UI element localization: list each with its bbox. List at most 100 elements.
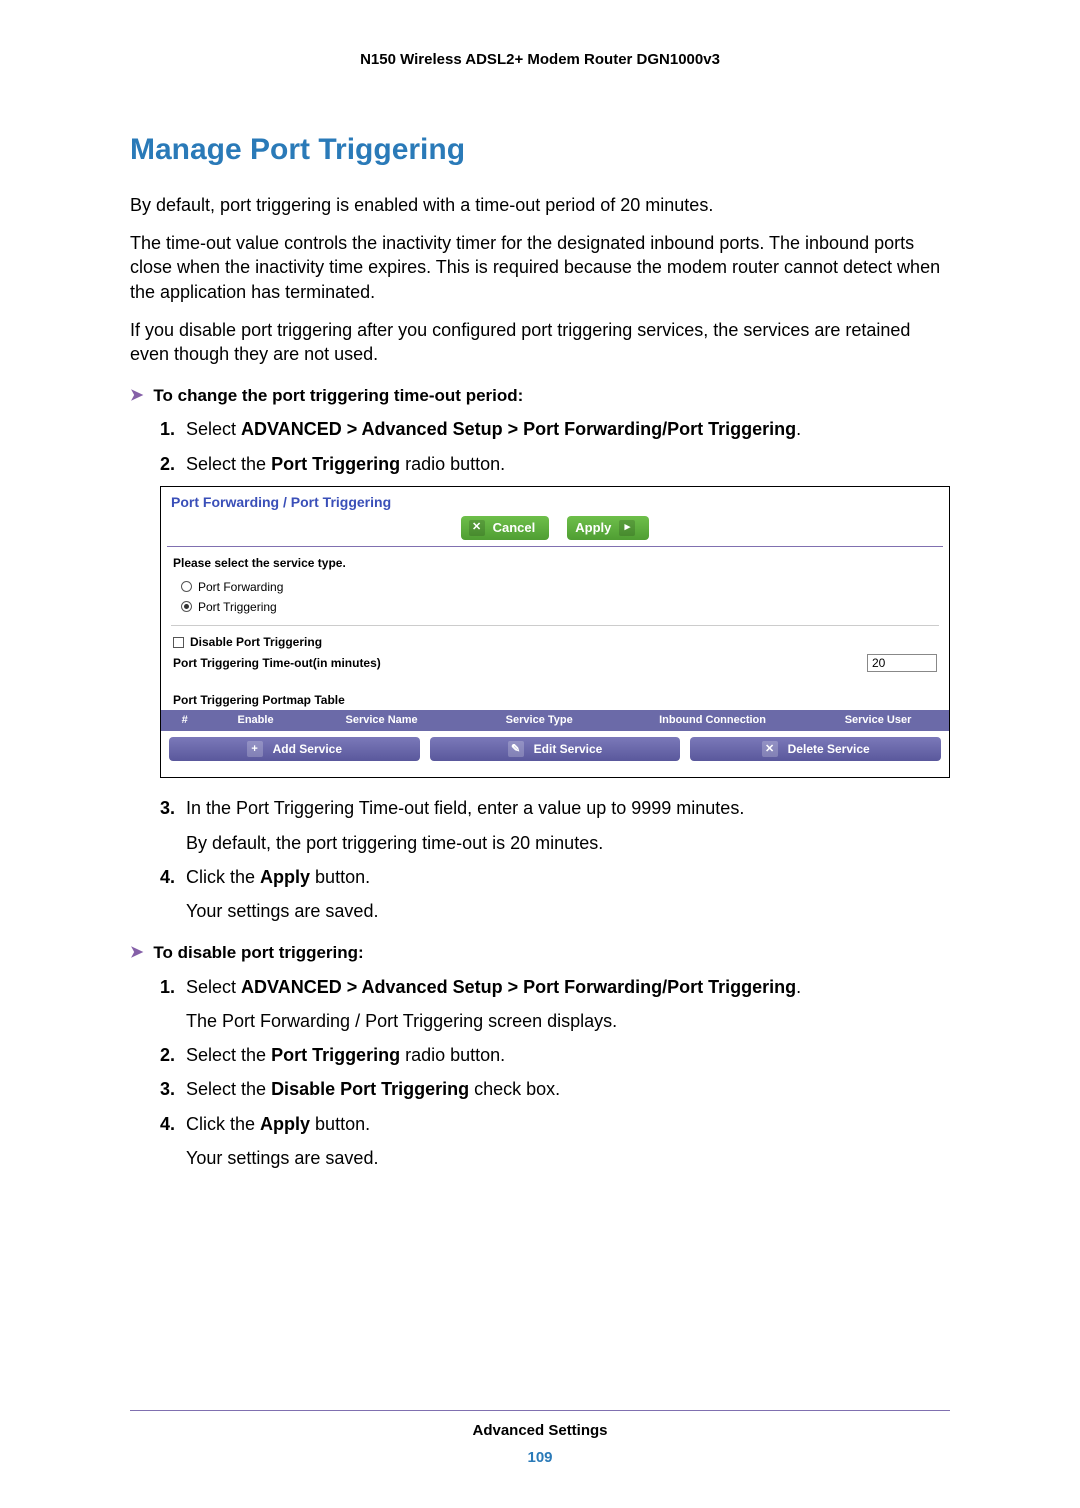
- close-icon: ✕: [469, 520, 485, 536]
- step-number: 4.: [160, 1112, 175, 1136]
- task2-step1: 1. Select ADVANCED > Advanced Setup > Po…: [160, 975, 950, 1034]
- step-text: Click the: [186, 1114, 260, 1134]
- radio-label: Port Triggering: [198, 599, 277, 615]
- service-type-section: Please select the service type. Port For…: [161, 547, 949, 626]
- step-suffix: .: [796, 419, 801, 439]
- step-bold: Port Triggering: [271, 454, 400, 474]
- intro-para-1: By default, port triggering is enabled w…: [130, 193, 950, 217]
- step-suffix: radio button.: [400, 1045, 505, 1065]
- chevron-right-icon: ➤: [130, 942, 143, 964]
- router-ui-screenshot: Port Forwarding / Port Triggering ✕ Canc…: [160, 486, 950, 778]
- step-text: Click the: [186, 867, 260, 887]
- port-triggering-radio[interactable]: Port Triggering: [173, 597, 937, 617]
- task2-title: To disable port triggering:: [153, 942, 363, 965]
- th-enable: Enable: [208, 713, 303, 728]
- step-subtext: Your settings are saved.: [186, 899, 950, 923]
- intro-para-3: If you disable port triggering after you…: [130, 318, 950, 367]
- timeout-input[interactable]: [867, 654, 937, 672]
- step-text: Select: [186, 977, 241, 997]
- edit-service-label: Edit Service: [534, 741, 603, 757]
- checkbox-label: Disable Port Triggering: [190, 634, 322, 650]
- add-service-button[interactable]: + Add Service: [169, 737, 420, 761]
- step-suffix: button.: [310, 867, 370, 887]
- task2-heading: ➤ To disable port triggering:: [130, 942, 950, 965]
- task1-step3: 3. In the Port Triggering Time-out field…: [160, 796, 950, 855]
- step-text: Select: [186, 419, 241, 439]
- portmap-table-header: # Enable Service Name Service Type Inbou…: [161, 710, 949, 731]
- task1-heading: ➤ To change the port triggering time-out…: [130, 385, 950, 408]
- step-number: 3.: [160, 796, 175, 820]
- step-bold: Apply: [260, 867, 310, 887]
- step-number: 1.: [160, 417, 175, 441]
- checkbox-icon: [173, 637, 184, 648]
- edit-service-button[interactable]: ✎ Edit Service: [430, 737, 681, 761]
- cancel-button[interactable]: ✕ Cancel: [461, 516, 550, 540]
- step-text: Select the: [186, 1079, 271, 1099]
- task1-steps: 1. Select ADVANCED > Advanced Setup > Po…: [130, 417, 950, 476]
- page-footer: Advanced Settings 109: [130, 1411, 950, 1468]
- options-section: Disable Port Triggering Port Triggering …: [161, 626, 949, 688]
- step-subtext: The Port Forwarding / Port Triggering sc…: [186, 1009, 950, 1033]
- delete-service-label: Delete Service: [788, 741, 870, 757]
- step-bold: ADVANCED > Advanced Setup > Port Forward…: [241, 419, 796, 439]
- step-number: 1.: [160, 975, 175, 999]
- step-suffix: button.: [310, 1114, 370, 1134]
- step-number: 2.: [160, 1043, 175, 1067]
- task1-step2: 2. Select the Port Triggering radio butt…: [160, 452, 950, 476]
- step-suffix: check box.: [469, 1079, 560, 1099]
- timeout-label: Port Triggering Time-out(in minutes): [173, 655, 381, 671]
- chevron-right-icon: ▸: [619, 520, 635, 536]
- task1-steps-cont: 3. In the Port Triggering Time-out field…: [130, 796, 950, 923]
- step-bold: Port Triggering: [271, 1045, 400, 1065]
- task2-step3: 3. Select the Disable Port Triggering ch…: [160, 1077, 950, 1101]
- th-service-type: Service Type: [460, 713, 618, 728]
- task1-step4: 4. Click the Apply button. Your settings…: [160, 865, 950, 924]
- apply-label: Apply: [575, 519, 611, 537]
- task2-steps: 1. Select ADVANCED > Advanced Setup > Po…: [130, 975, 950, 1171]
- step-number: 4.: [160, 865, 175, 889]
- chevron-right-icon: ➤: [130, 385, 143, 407]
- step-bold: ADVANCED > Advanced Setup > Port Forward…: [241, 977, 796, 997]
- close-icon: ✕: [762, 741, 778, 757]
- add-service-label: Add Service: [273, 741, 342, 757]
- step-text: Select the: [186, 1045, 271, 1065]
- doc-header: N150 Wireless ADSL2+ Modem Router DGN100…: [130, 50, 950, 70]
- apply-button[interactable]: Apply ▸: [567, 516, 649, 540]
- plus-icon: +: [247, 741, 263, 757]
- th-user: Service User: [807, 713, 949, 728]
- delete-service-button[interactable]: ✕ Delete Service: [690, 737, 941, 761]
- timeout-row: Port Triggering Time-out(in minutes): [173, 650, 937, 680]
- footer-section-name: Advanced Settings: [130, 1421, 950, 1441]
- task2-step4: 4. Click the Apply button. Your settings…: [160, 1112, 950, 1171]
- port-forwarding-radio[interactable]: Port Forwarding: [173, 577, 937, 597]
- th-service-name: Service Name: [303, 713, 461, 728]
- radio-icon: [181, 581, 192, 592]
- task2-step2: 2. Select the Port Triggering radio butt…: [160, 1043, 950, 1067]
- page: N150 Wireless ADSL2+ Modem Router DGN100…: [0, 0, 1080, 1508]
- footer-page-number: 109: [130, 1448, 950, 1468]
- intro-para-2: The time-out value controls the inactivi…: [130, 231, 950, 304]
- step-suffix: radio button.: [400, 454, 505, 474]
- pencil-icon: ✎: [508, 741, 524, 757]
- step-number: 2.: [160, 452, 175, 476]
- panel-title: Port Forwarding / Port Triggering: [161, 487, 949, 514]
- step-suffix: .: [796, 977, 801, 997]
- step-number: 3.: [160, 1077, 175, 1101]
- th-inbound: Inbound Connection: [618, 713, 807, 728]
- service-type-label: Please select the service type.: [173, 555, 937, 571]
- panel-button-bar: ✕ Cancel Apply ▸: [161, 514, 949, 546]
- task1-title: To change the port triggering time-out p…: [153, 385, 523, 408]
- radio-icon: [181, 601, 192, 612]
- task1-step1: 1. Select ADVANCED > Advanced Setup > Po…: [160, 417, 950, 441]
- section-title: Manage Port Triggering: [130, 130, 950, 171]
- th-num: #: [161, 713, 208, 728]
- step-bold: Disable Port Triggering: [271, 1079, 469, 1099]
- radio-label: Port Forwarding: [198, 579, 283, 595]
- step-subtext: Your settings are saved.: [186, 1146, 950, 1170]
- table-actions: + Add Service ✎ Edit Service ✕ Delete Se…: [161, 731, 949, 777]
- disable-port-triggering-checkbox[interactable]: Disable Port Triggering: [173, 634, 937, 650]
- step-subtext: By default, the port triggering time-out…: [186, 831, 950, 855]
- step-text: Select the: [186, 454, 271, 474]
- step-bold: Apply: [260, 1114, 310, 1134]
- cancel-label: Cancel: [493, 519, 536, 537]
